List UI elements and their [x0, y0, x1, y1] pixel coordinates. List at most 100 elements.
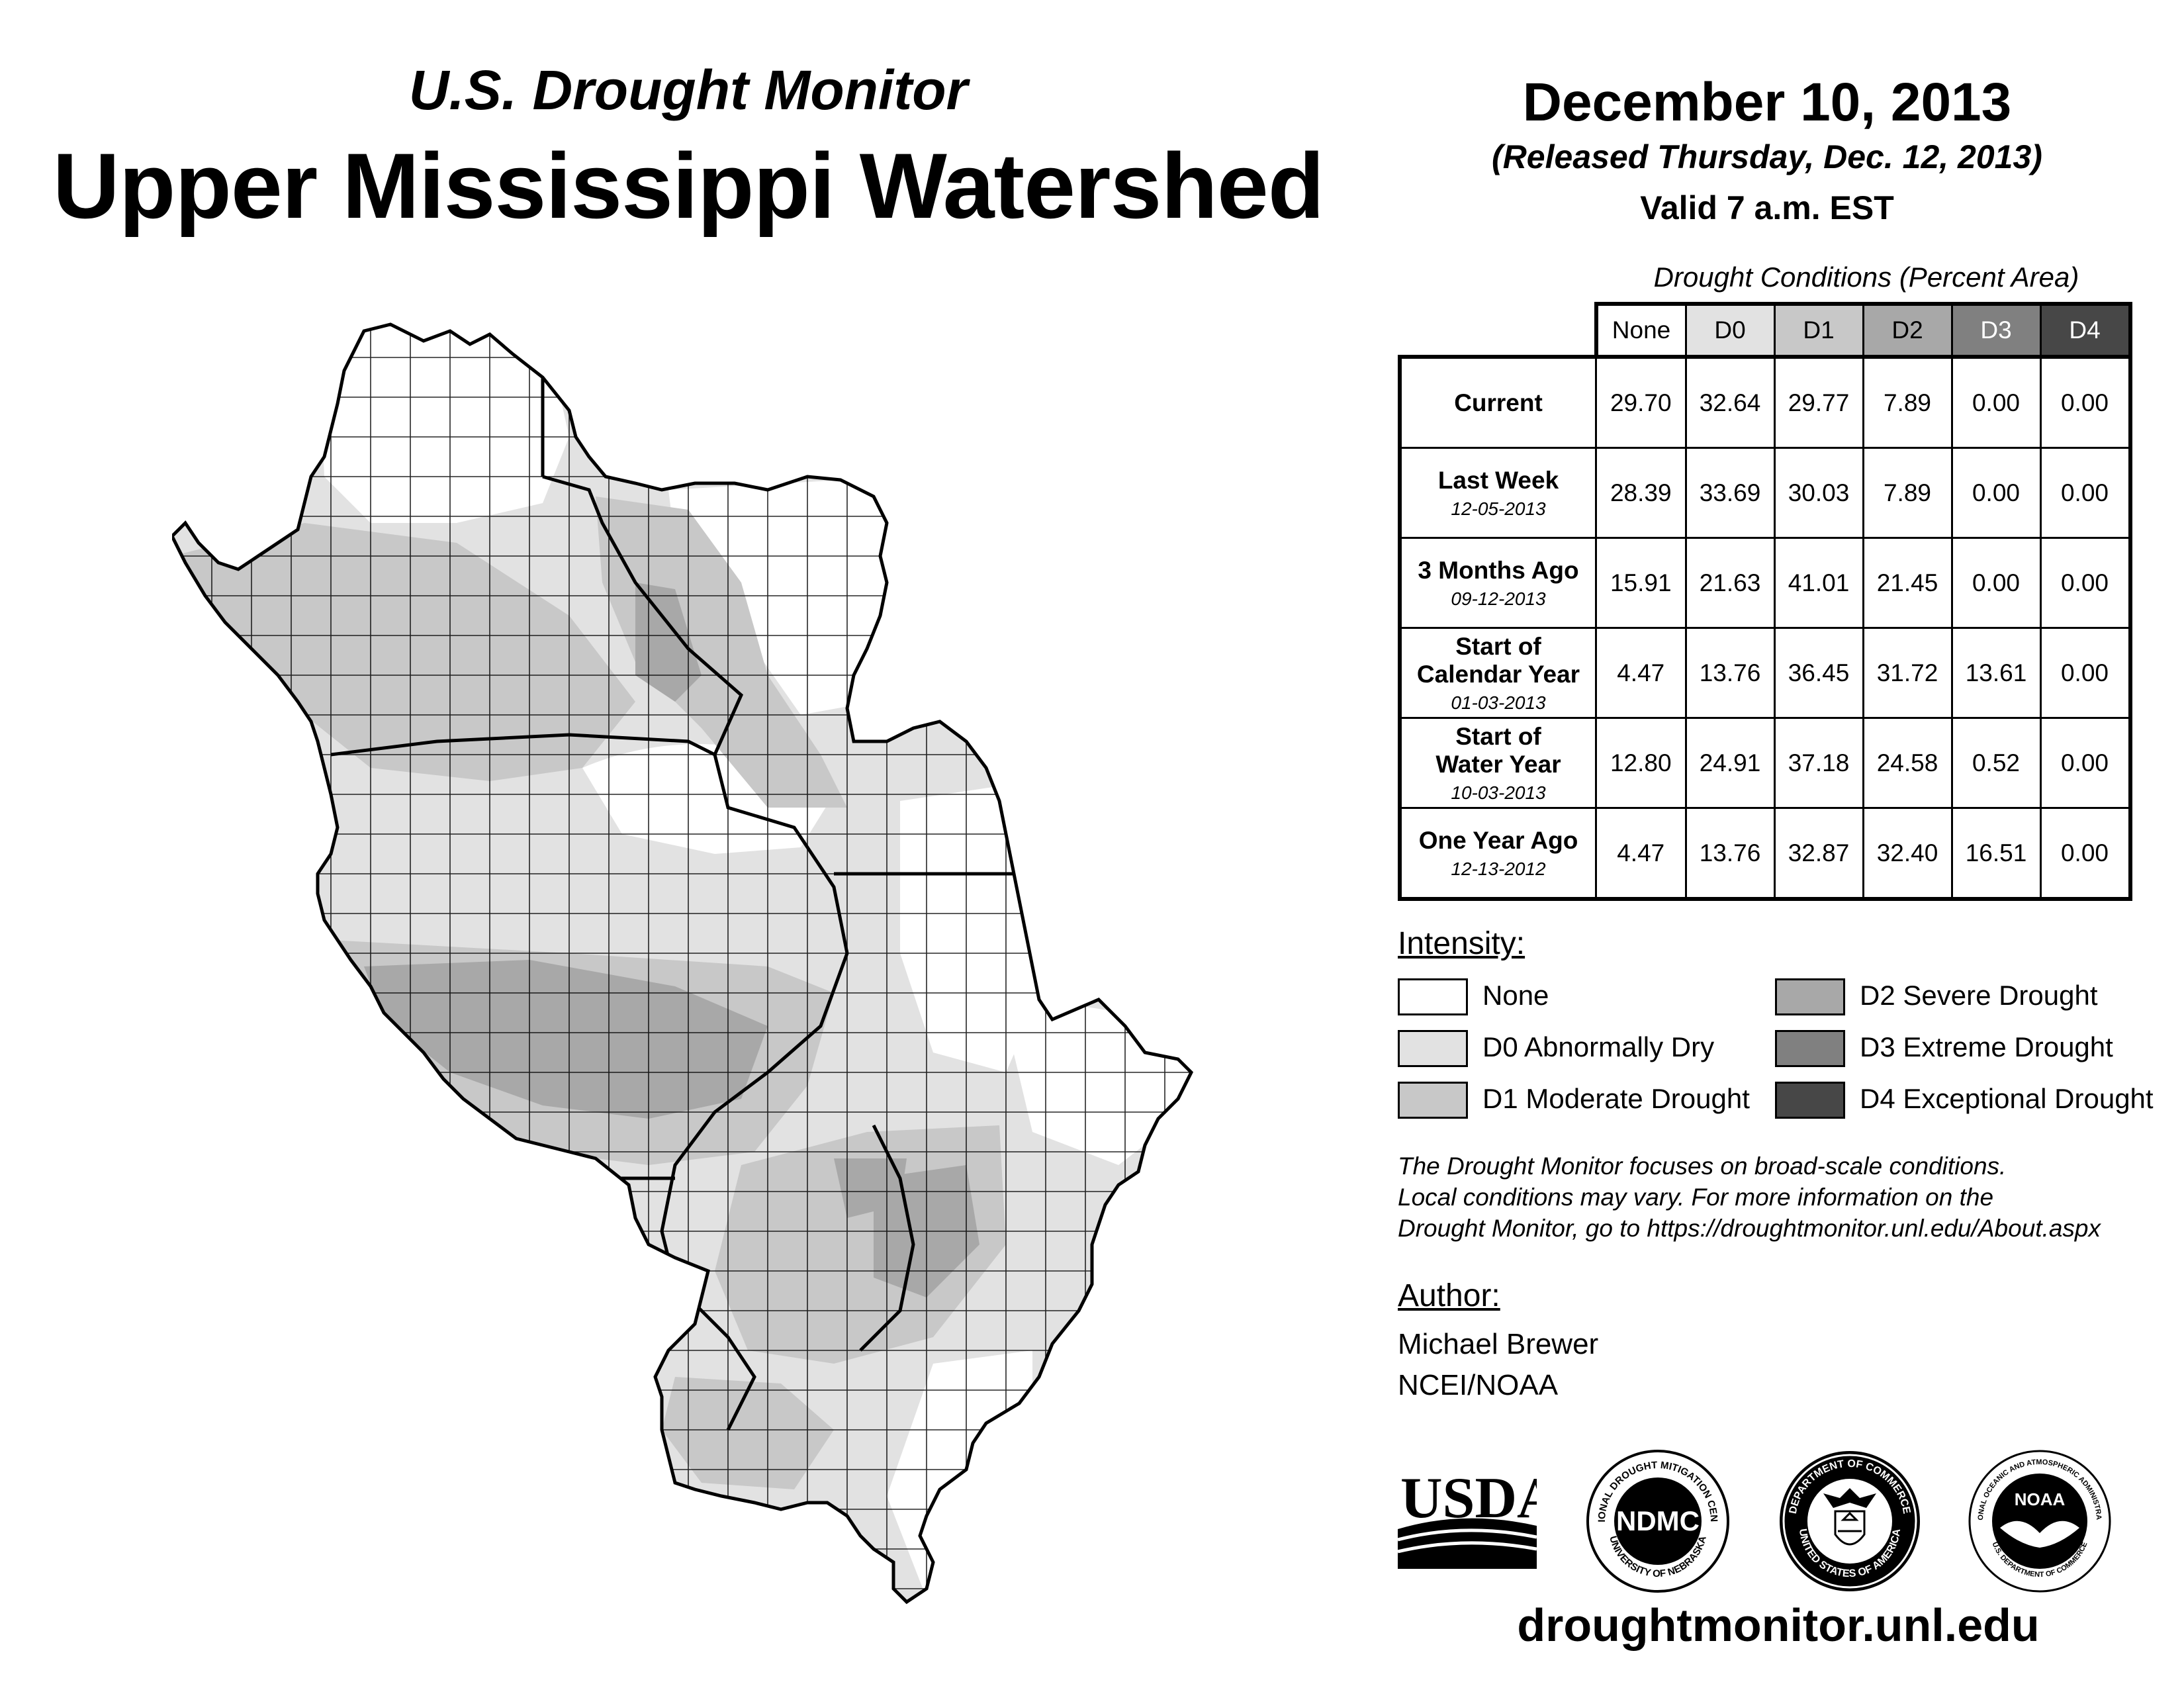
row-date: 12-05-2013 — [1451, 498, 1546, 519]
map-subtitle: U.S. Drought Monitor — [408, 59, 968, 121]
shield-icon — [1834, 1510, 1866, 1546]
value-cell-d4: 0.00 — [2039, 717, 2132, 809]
website-url[interactable]: droughtmonitor.unl.edu — [1517, 1599, 2040, 1651]
row-label-text: 3 Months Ago — [1418, 556, 1579, 584]
value-cell-none: 4.47 — [1595, 807, 1687, 901]
table-row: Start of Calendar Year 01-03-2013 4.47 13.76… — [1398, 627, 2132, 719]
table-row: Last Week 12-05-2013 28.39 33.69 30.03 7.89 0.… — [1398, 447, 2132, 539]
value-cell-d2: 31.72 — [1862, 627, 1953, 719]
row-label-text: Last Week — [1437, 466, 1559, 494]
table-header-row: None D0 D1 D2 D3 D4 — [1400, 302, 2132, 359]
table-row: Current 29.70 32.64 29.77 7.89 0.00 0.00 — [1398, 355, 2132, 449]
value-cell-none: 4.47 — [1595, 627, 1687, 719]
legend-swatch — [1775, 1082, 1845, 1119]
value-cell-d3: 13.61 — [1950, 627, 2042, 719]
value-cell-d0: 24.91 — [1684, 717, 1776, 809]
value-cell-d0: 13.76 — [1684, 807, 1776, 901]
row-label: One Year Ago 12-13-2012 — [1398, 807, 1597, 901]
value-cell-none: 15.91 — [1595, 537, 1687, 629]
value-cell-d2: 7.89 — [1862, 447, 1953, 539]
commerce-seal: DEPARTMENT OF COMMERCE UNITED STATES OF … — [1780, 1451, 1920, 1591]
legend-swatch — [1775, 978, 1845, 1015]
value-cell-d3: 0.00 — [1950, 537, 2042, 629]
drought-map — [172, 305, 1205, 1615]
row-label: Last Week 12-05-2013 — [1398, 447, 1597, 539]
row-label-text-2: Calendar Year — [1416, 660, 1580, 688]
legend-label: D2 Severe Drought — [1860, 980, 2098, 1011]
value-cell-d1: 29.77 — [1773, 355, 1864, 449]
author-title: Author: — [1398, 1278, 1500, 1313]
legend-label: None — [1482, 980, 1549, 1011]
value-cell-d1: 32.87 — [1773, 807, 1864, 901]
noaa-logo-text: NOAA — [2015, 1489, 2066, 1509]
legend-title: Intensity: — [1398, 926, 1525, 961]
value-cell-d1: 41.01 — [1773, 537, 1864, 629]
value-cell-none: 28.39 — [1595, 447, 1687, 539]
legend-swatch — [1398, 1030, 1468, 1067]
legend-swatch — [1398, 1082, 1468, 1119]
row-label: 3 Months Ago 09-12-2013 — [1398, 537, 1597, 629]
seagull-icon — [2000, 1521, 2079, 1548]
legend-swatch — [1775, 1030, 1845, 1067]
author-name: Michael Brewer — [1398, 1328, 1599, 1360]
value-cell-d2: 32.40 — [1862, 807, 1953, 901]
value-cell-d4: 0.00 — [2039, 447, 2132, 539]
value-cell-d0: 13.76 — [1684, 627, 1776, 719]
map-title: Upper Mississippi Watershed — [52, 134, 1325, 238]
value-cell-d0: 21.63 — [1684, 537, 1776, 629]
value-cell-d4: 0.00 — [2039, 627, 2132, 719]
value-cell-none: 29.70 — [1595, 355, 1687, 449]
value-cell-d3: 0.00 — [1950, 355, 2042, 449]
row-date: 09-12-2013 — [1451, 588, 1546, 609]
valid-date: December 10, 2013 — [1522, 72, 2012, 132]
row-label-text: Start of — [1455, 722, 1541, 750]
row-date: 10-03-2013 — [1451, 782, 1546, 803]
col-header-d0: D0 — [1684, 302, 1776, 359]
legend-label: D4 Exceptional Drought — [1860, 1083, 2154, 1114]
valid-time: Valid 7 a.m. EST — [1640, 189, 1894, 226]
note-line-3: Drought Monitor, go to https://droughtmo… — [1398, 1215, 2101, 1242]
value-cell-d4: 0.00 — [2039, 807, 2132, 901]
table-row: Start of Water Year 10-03-2013 12.80 24.91 37… — [1398, 717, 2132, 809]
eagle-icon — [1823, 1488, 1876, 1508]
row-date: 12-13-2012 — [1451, 858, 1546, 879]
usda-logo: USDA — [1398, 1466, 1537, 1569]
col-header-d1: D1 — [1773, 302, 1864, 359]
value-cell-d0: 33.69 — [1684, 447, 1776, 539]
header-blank-cell — [1400, 304, 1596, 359]
col-header-d4: D4 — [2039, 302, 2132, 359]
table-caption: Drought Conditions (Percent Area) — [1653, 261, 2079, 293]
disclaimer-note: The Drought Monitor focuses on broad-sca… — [1398, 1150, 2172, 1244]
row-label-text: One Year Ago — [1418, 826, 1578, 854]
note-line-1: The Drought Monitor focuses on broad-sca… — [1398, 1152, 2007, 1180]
table-row: 3 Months Ago 09-12-2013 15.91 21.63 41.01 21.… — [1398, 537, 2132, 629]
ndmc-seal: NATIONAL DROUGHT MITIGATION CENTER UNIVE… — [1585, 1448, 1729, 1593]
col-header-d2: D2 — [1862, 302, 1953, 359]
ndmc-logo-text: NDMC — [1616, 1505, 1700, 1536]
value-cell-none: 12.80 — [1595, 717, 1687, 809]
author-block: Michael Brewer NCEI/NOAA — [1398, 1324, 1598, 1406]
row-label: Start of Calendar Year 01-03-2013 — [1398, 627, 1597, 719]
drought-conditions-table: None D0 D1 D2 D3 D4 Current 29.70 32.64 29.… — [1398, 302, 2132, 901]
row-label: Start of Water Year 10-03-2013 — [1398, 717, 1597, 809]
legend-label: D3 Extreme Drought — [1860, 1031, 2113, 1062]
value-cell-d4: 0.00 — [2039, 537, 2132, 629]
release-date: (Released Thursday, Dec. 12, 2013) — [1492, 138, 2042, 175]
value-cell-d3: 16.51 — [1950, 807, 2042, 901]
value-cell-d1: 30.03 — [1773, 447, 1864, 539]
row-label-text: Current — [1454, 389, 1543, 416]
value-cell-d4: 0.00 — [2039, 355, 2132, 449]
row-label-text-2: Water Year — [1435, 750, 1561, 778]
legend-label: D1 Moderate Drought — [1482, 1083, 1750, 1114]
noaa-seal: NATIONAL OCEANIC AND ATMOSPHERIC ADMINIS… — [1967, 1448, 2111, 1593]
row-date: 01-03-2013 — [1451, 692, 1546, 713]
value-cell-d1: 36.45 — [1773, 627, 1864, 719]
legend-label: D0 Abnormally Dry — [1482, 1031, 1715, 1062]
value-cell-d2: 7.89 — [1862, 355, 1953, 449]
author-org: NCEI/NOAA — [1398, 1369, 1559, 1401]
value-cell-d3: 0.52 — [1950, 717, 2042, 809]
value-cell-d2: 21.45 — [1862, 537, 1953, 629]
col-header-none: None — [1594, 302, 1687, 359]
legend-swatch — [1398, 978, 1468, 1015]
note-line-2: Local conditions may vary. For more info… — [1398, 1184, 1994, 1211]
